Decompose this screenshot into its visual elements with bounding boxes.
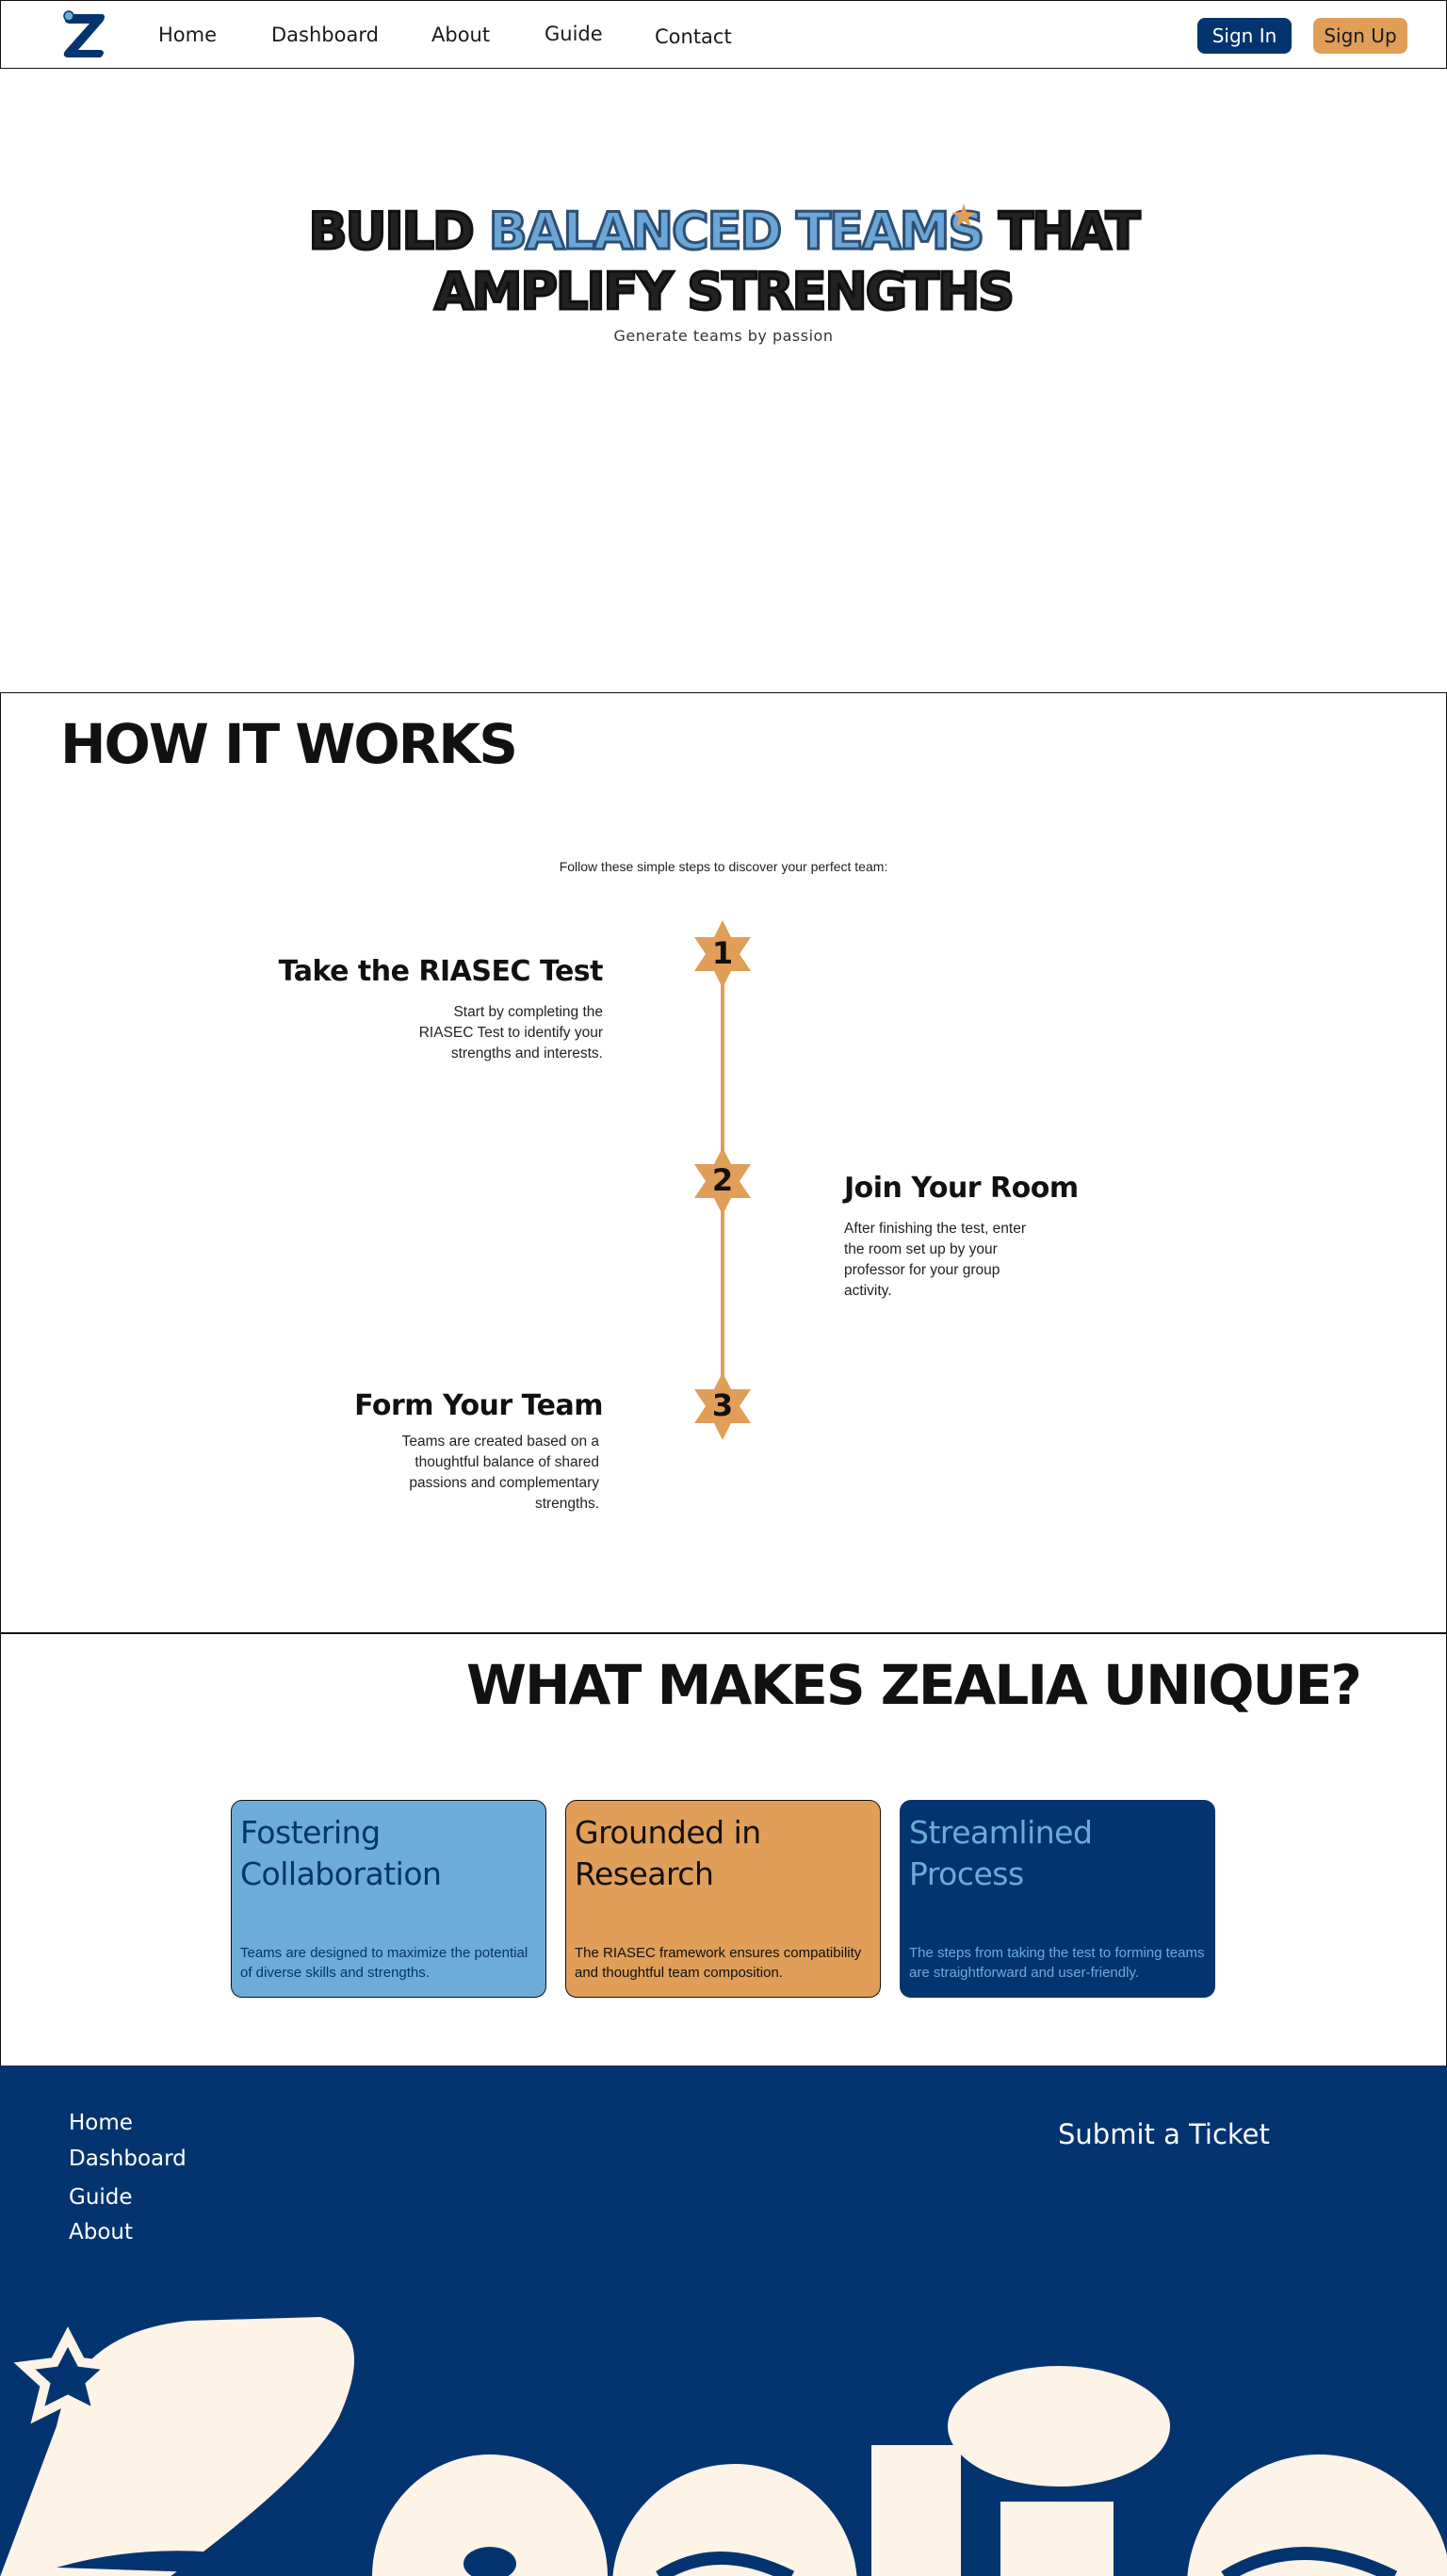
nav-link-contact[interactable]: Contact [655, 25, 732, 48]
unique-header: WHAT MAKES ZEALIA UNIQUE? [0, 1633, 1447, 1728]
footer-link-home[interactable]: Home [69, 2111, 133, 2135]
card-text: Teams are designed to maximize the poten… [240, 1945, 528, 1981]
zealia-wordmark-logo [0, 2317, 1447, 2576]
hero-title-part1: BUILD [307, 201, 489, 263]
footer-link-about[interactable]: About [69, 2220, 134, 2244]
step-2-star: 2 [689, 1147, 756, 1215]
star-badge-icon [694, 920, 751, 988]
hero-title-part2: THAT [983, 201, 1142, 263]
hero-title-line2: AMPLIFY STRENGTHS [432, 261, 1016, 323]
hero-subtitle: Generate teams by passion [613, 327, 834, 345]
step-1-text: Start by completing the RIASEC Test to i… [418, 1004, 603, 1061]
star-icon [951, 203, 976, 227]
how-it-works-header: HOW IT WORKS [0, 692, 1447, 786]
card-text: The steps from taking the test to formin… [909, 1945, 1205, 1981]
sign-in-button[interactable]: Sign In [1197, 18, 1292, 54]
step-3-title: Form Your Team [354, 1389, 603, 1422]
zealia-logo-icon[interactable] [57, 8, 110, 61]
star-badge-icon [694, 1147, 751, 1215]
step-2-title: Join Your Room [844, 1172, 1079, 1205]
step-3-star: 3 [689, 1372, 756, 1440]
how-it-works-title: HOW IT WORKS [60, 712, 518, 776]
nav-link-dashboard[interactable]: Dashboard [271, 24, 379, 46]
step-2-text: After finishing the test, enter the room… [844, 1221, 1026, 1299]
footer-link-guide[interactable]: Guide [69, 2185, 133, 2210]
feature-card-collaboration: Fostering Collaboration Teams are design… [231, 1800, 546, 1998]
sign-up-button[interactable]: Sign Up [1313, 18, 1407, 54]
top-navbar: Home Dashboard About Guide Contact Sign … [0, 0, 1447, 69]
step-1-title: Take the RIASEC Test [278, 955, 604, 988]
step-number: 3 [711, 1387, 734, 1423]
step-3-text: Teams are created based on a thoughtful … [401, 1434, 599, 1512]
footer: Home Dashboard Guide About Submit a Tick… [0, 2066, 1447, 2576]
card-title: Grounded in Research [575, 1814, 761, 1892]
star-badge-icon [694, 1372, 751, 1440]
feature-card-research: Grounded in Research The RIASEC framewor… [565, 1800, 881, 1998]
card-text: The RIASEC framework ensures compatibili… [575, 1945, 862, 1981]
how-it-works-subtitle: Follow these simple steps to discover yo… [559, 859, 888, 874]
nav-link-about[interactable]: About [431, 24, 491, 46]
card-title: Fostering Collaboration [240, 1814, 442, 1892]
unique-title: WHAT MAKES ZEALIA UNIQUE? [466, 1653, 1362, 1717]
nav-link-guide[interactable]: Guide [545, 23, 603, 45]
submit-ticket-link[interactable]: Submit a Ticket [1058, 2118, 1270, 2150]
step-number: 1 [711, 935, 734, 971]
card-title: Streamlined Process [909, 1814, 1093, 1892]
hero-title: BUILD BALANCED TEAMS THAT AMPLIFY STRENG… [0, 201, 1447, 323]
footer-link-dashboard[interactable]: Dashboard [69, 2147, 187, 2171]
step-1-star: 1 [689, 920, 756, 988]
feature-card-process: Streamlined Process The steps from takin… [900, 1800, 1215, 1998]
hero-title-accent: BALANCED TEAMS [487, 201, 986, 263]
step-number: 2 [711, 1162, 734, 1198]
nav-link-home[interactable]: Home [158, 24, 218, 46]
